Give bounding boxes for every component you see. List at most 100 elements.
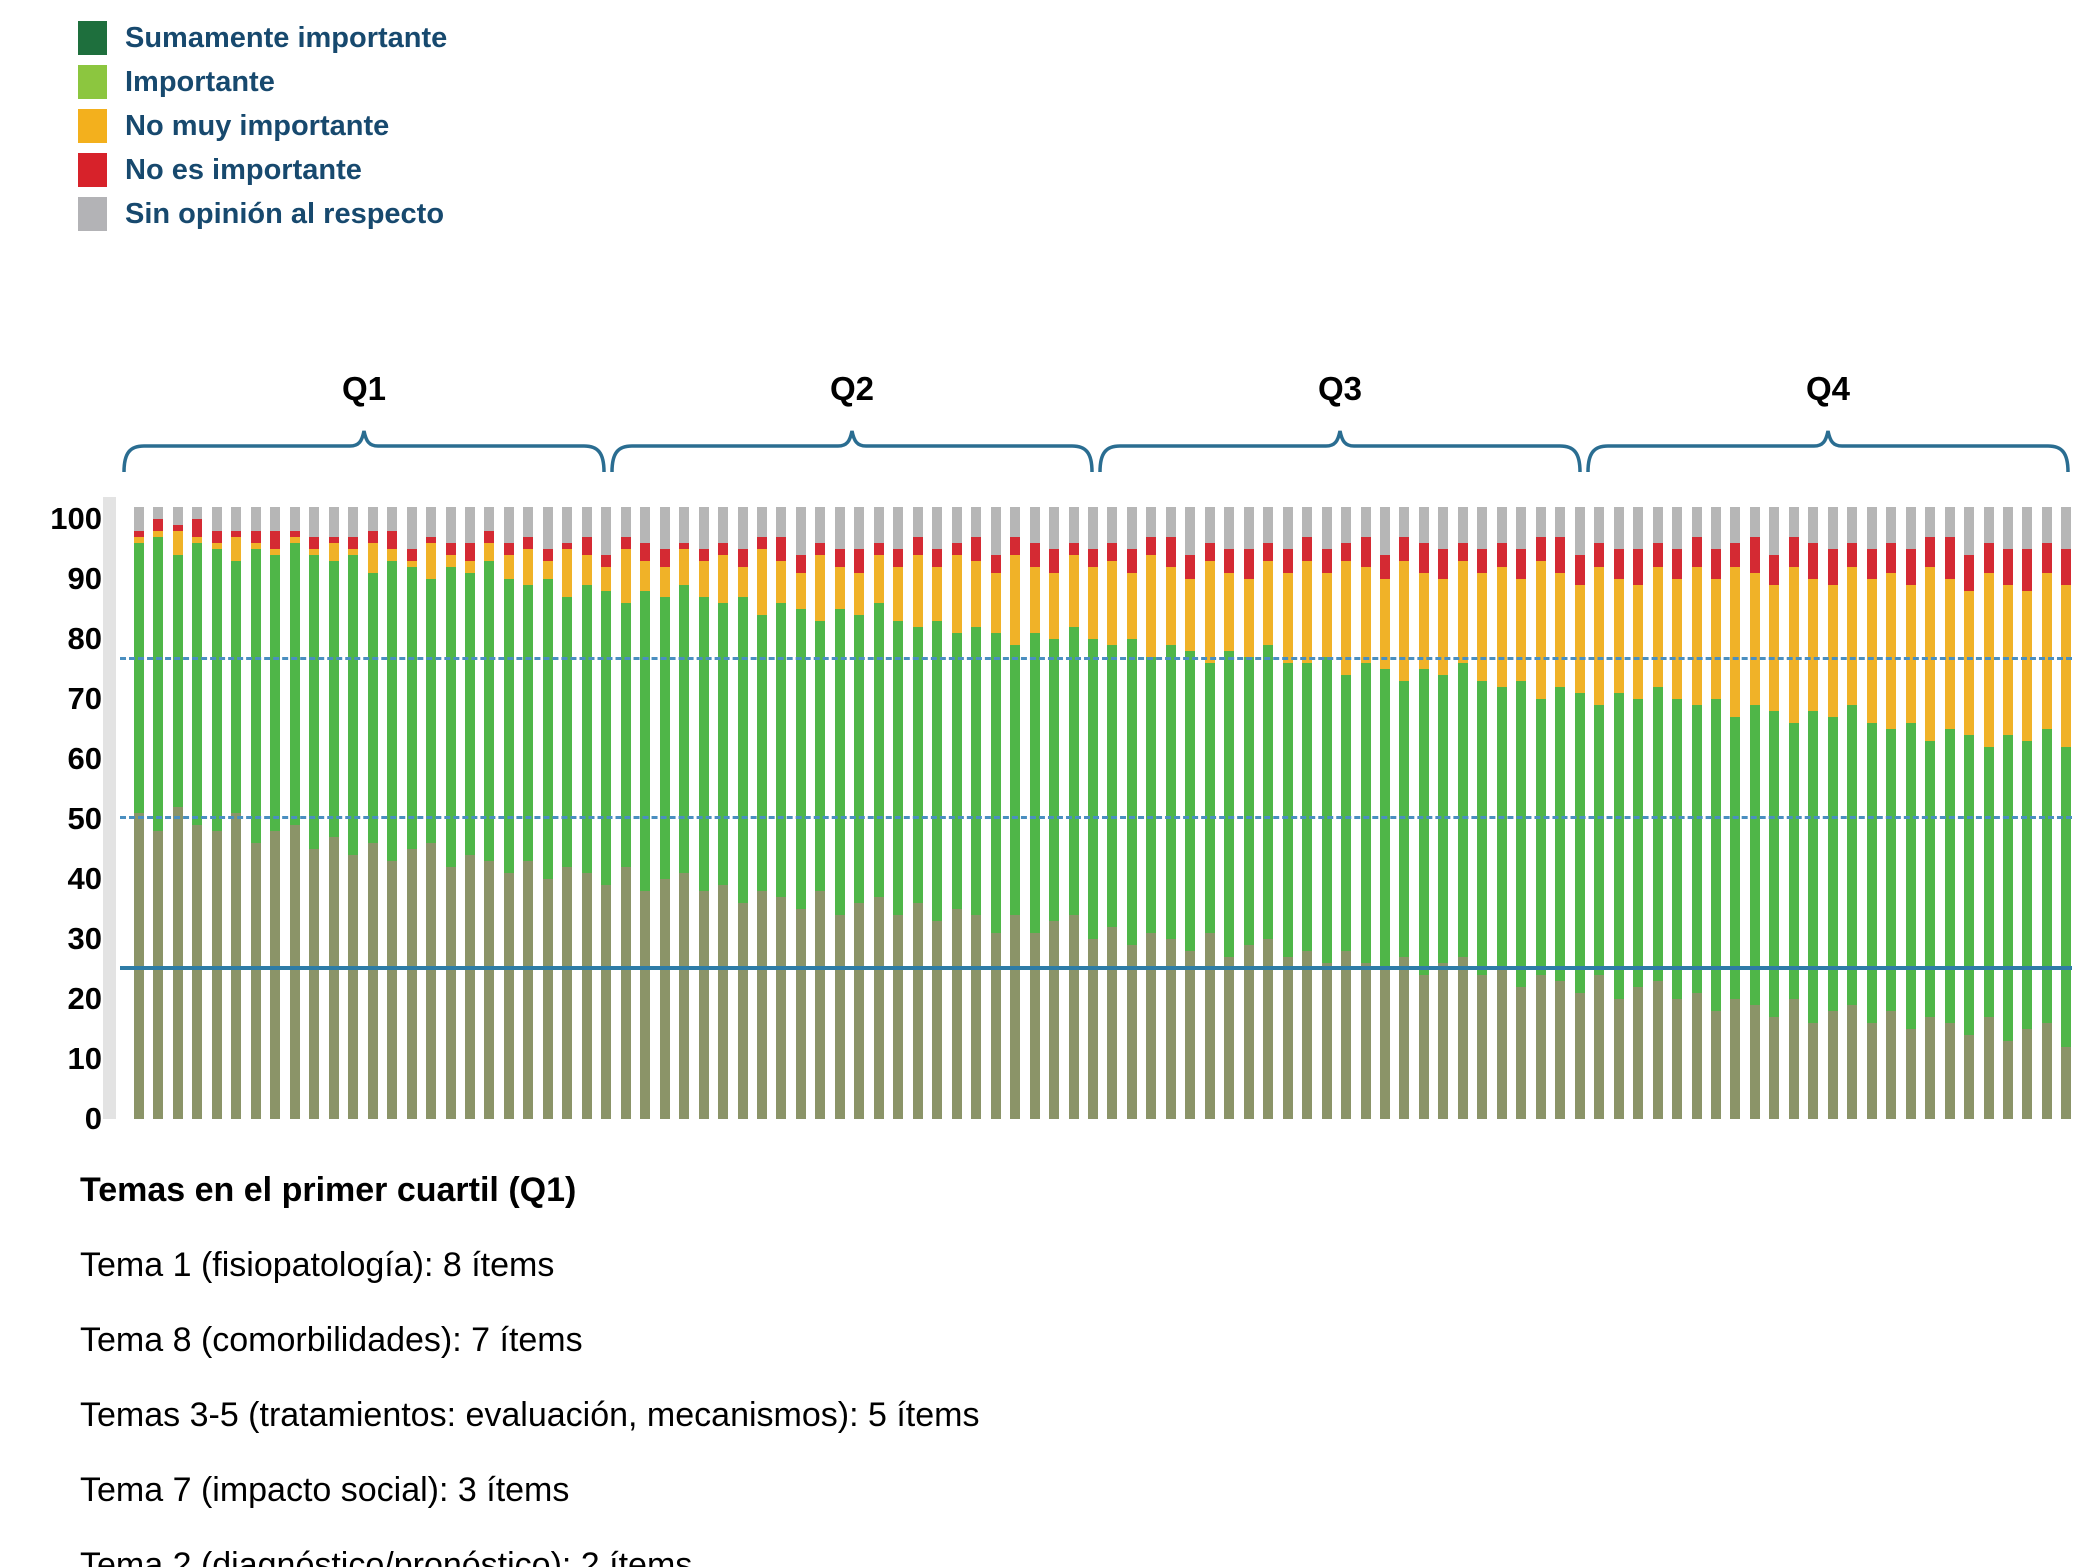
bar-segment-no_muy — [854, 573, 865, 615]
bar-segment-sin_opinion — [1691, 507, 1702, 537]
bar-segment-importante — [718, 603, 729, 885]
bar-segment-no_muy — [1457, 561, 1468, 663]
bar-segment-no_es — [367, 531, 378, 543]
bar-segment-sumamente — [1983, 1017, 1994, 1119]
bar-segment-no_muy — [426, 543, 437, 579]
bar-segment-sin_opinion — [776, 507, 787, 537]
bar-segment-importante — [1477, 681, 1488, 975]
bar-segment-no_es — [990, 555, 1001, 573]
bar-segment-no_es — [1146, 537, 1157, 555]
bar-segment-sin_opinion — [1010, 507, 1021, 537]
bar-segment-sin_opinion — [601, 507, 612, 555]
bar-segment-no_es — [1944, 537, 1955, 579]
bar-segment-sumamente — [1769, 1017, 1780, 1119]
bar-segment-sin_opinion — [1418, 507, 1429, 543]
bar-segment-sumamente — [1029, 933, 1040, 1119]
bar-segment-sumamente — [1302, 951, 1313, 1119]
bar-segment-no_muy — [270, 549, 281, 555]
bar — [1418, 507, 1429, 1119]
bar-segment-no_muy — [1847, 567, 1858, 705]
bar-segment-sumamente — [1847, 1005, 1858, 1119]
legend-item: No muy importante — [78, 104, 447, 148]
bar — [815, 507, 826, 1119]
bar — [1613, 507, 1624, 1119]
axis-strip — [103, 497, 116, 1119]
bar-segment-no_muy — [1788, 567, 1799, 723]
footer-line: Tema 7 (impacto social): 3 ítems — [80, 1471, 570, 1509]
bar-segment-no_es — [1925, 537, 1936, 567]
bar — [679, 507, 690, 1119]
bar-segment-sin_opinion — [231, 507, 242, 531]
bar-segment-sin_opinion — [659, 507, 670, 549]
bar-segment-no_muy — [1224, 573, 1235, 651]
bar-segment-importante — [134, 543, 144, 813]
legend-label: No es importante — [125, 153, 362, 186]
bar-segment-no_muy — [250, 543, 261, 549]
y-axis-tick-label: 80 — [67, 621, 102, 656]
bar-segment-sin_opinion — [1769, 507, 1780, 555]
bar-segment-importante — [172, 555, 183, 807]
bar-segment-no_muy — [1769, 585, 1780, 711]
bar-segment-sumamente — [581, 873, 592, 1119]
footer-line: Tema 8 (comorbilidades): 7 ítems — [80, 1321, 583, 1359]
bar-segment-no_es — [1847, 543, 1858, 567]
bar — [971, 507, 982, 1119]
bar-segment-sin_opinion — [679, 507, 690, 543]
bar — [2022, 507, 2033, 1119]
bar-segment-importante — [309, 555, 320, 849]
bar-segment-no_muy — [1535, 561, 1546, 699]
bar-segment-sumamente — [1321, 963, 1332, 1119]
bar-segment-sin_opinion — [854, 507, 865, 549]
bar — [1399, 507, 1410, 1119]
bar-segment-importante — [1146, 657, 1157, 933]
bar-segment-no_es — [1535, 537, 1546, 561]
bar — [834, 507, 845, 1119]
footer-title: Temas en el primer cuartil (Q1) — [80, 1171, 577, 1209]
bar — [1808, 507, 1819, 1119]
bar-segment-no_es — [1263, 543, 1274, 561]
bar-segment-sumamente — [990, 933, 1001, 1119]
bar-segment-sumamente — [1457, 957, 1468, 1119]
bar-segment-no_muy — [757, 549, 767, 615]
bar-segment-sin_opinion — [542, 507, 553, 549]
bar-segment-importante — [1788, 723, 1799, 999]
bar-segment-no_muy — [348, 549, 359, 555]
y-axis-tick-label: 90 — [67, 561, 102, 596]
bar-segment-importante — [1983, 747, 1994, 1017]
bar-segment-importante — [737, 597, 748, 903]
bar-segment-no_es — [406, 549, 417, 561]
quartile-bracket-icon — [1586, 430, 2070, 473]
bar-segment-sumamente — [1243, 945, 1254, 1119]
bar-segment-no_es — [464, 543, 475, 561]
bar-segment-no_muy — [1380, 579, 1390, 669]
bar-segment-importante — [1010, 645, 1021, 915]
bar — [387, 507, 398, 1119]
reference-line — [120, 657, 2072, 660]
bar-segment-no_es — [2003, 549, 2013, 585]
bar-segment-no_muy — [1263, 561, 1274, 645]
bar-segment-sumamente — [737, 903, 748, 1119]
bar-segment-sumamente — [912, 903, 923, 1119]
bar — [289, 507, 300, 1119]
bar-segment-sumamente — [1672, 999, 1683, 1119]
bar-segment-no_es — [601, 555, 612, 567]
bar-segment-no_es — [1477, 549, 1488, 573]
footer-line: Tema 2 (diagnóstico/pronóstico): 2 ítems — [80, 1546, 693, 1567]
bar-segment-no_muy — [1146, 555, 1157, 657]
bar-segment-sumamente — [211, 831, 222, 1119]
bar — [348, 507, 359, 1119]
bar-segment-importante — [1516, 681, 1527, 987]
bar-segment-no_es — [1321, 549, 1332, 573]
bar-segment-no_es — [1302, 537, 1313, 561]
bar-segment-sin_opinion — [1808, 507, 1819, 543]
bar-segment-no_muy — [328, 543, 339, 561]
bar-segment-no_muy — [1594, 567, 1605, 705]
bar-segment-importante — [601, 591, 612, 885]
bar-segment-sumamente — [1594, 975, 1605, 1119]
bar-segment-sumamente — [1341, 951, 1352, 1119]
bar-segment-no_muy — [1029, 567, 1040, 633]
bar-segment-sin_opinion — [1087, 507, 1098, 549]
bar — [1380, 507, 1390, 1119]
bar-segment-sin_opinion — [1380, 507, 1390, 555]
bar — [1964, 507, 1975, 1119]
